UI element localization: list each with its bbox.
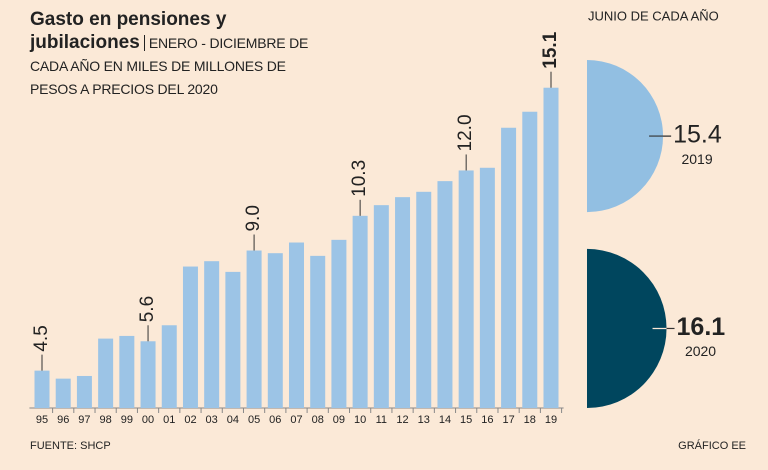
bar xyxy=(76,375,92,408)
category-label: 2020 xyxy=(685,343,716,359)
bar xyxy=(331,239,347,408)
x-tick-label: 03 xyxy=(206,414,218,426)
x-tick-label: 09 xyxy=(333,414,345,426)
value-label: 12.0 xyxy=(455,114,476,151)
x-tick-label: 97 xyxy=(78,414,90,426)
bar xyxy=(204,261,220,408)
bar xyxy=(140,341,156,408)
x-tick-label: 96 xyxy=(57,414,69,426)
bar xyxy=(161,325,177,408)
bar xyxy=(289,242,304,408)
x-tick-label: 02 xyxy=(184,414,196,426)
bar xyxy=(182,266,198,408)
value-label: 15.4 xyxy=(673,121,722,149)
x-tick-label: 13 xyxy=(418,414,430,426)
semicircle xyxy=(587,60,664,213)
chart-title: Gasto en pensiones y jubilaciones xyxy=(30,9,227,53)
x-tick-label: 11 xyxy=(376,414,387,426)
bar xyxy=(458,170,474,408)
bar xyxy=(479,167,495,408)
credit: GRÁFICO EE xyxy=(678,439,746,452)
x-tick-label: 19 xyxy=(545,414,557,426)
side-title: JUNIO DE CADA AÑO xyxy=(588,8,719,23)
category-label: 2019 xyxy=(681,151,712,167)
bar xyxy=(352,215,368,408)
x-tick-label: 12 xyxy=(396,414,408,426)
value-label: 15.1 xyxy=(540,31,561,68)
x-tick-label: 95 xyxy=(36,414,48,426)
x-tick-label: 14 xyxy=(439,414,451,426)
x-tick-label: 07 xyxy=(290,414,302,426)
value-label: 16.1 xyxy=(677,313,726,341)
header: Gasto en pensiones y jubilaciones ENERO -… xyxy=(30,9,330,101)
x-tick-label: 18 xyxy=(524,414,536,426)
x-tick-label: 99 xyxy=(121,414,133,426)
bar xyxy=(543,87,559,409)
x-tick-label: 98 xyxy=(100,414,112,426)
bar xyxy=(267,253,283,408)
x-tick-label: 04 xyxy=(227,414,239,426)
bar xyxy=(310,255,326,408)
x-tick-label: 06 xyxy=(269,414,281,426)
x-tick-label: 08 xyxy=(312,414,324,426)
bar xyxy=(437,181,453,408)
x-tick-label: 01 xyxy=(163,414,175,426)
x-tick-label: 17 xyxy=(502,414,514,426)
x-tick-label: 10 xyxy=(354,414,366,426)
bar xyxy=(55,378,71,408)
bar xyxy=(225,271,241,408)
bar xyxy=(98,338,114,408)
chart-subtitle: ENERO - DICIEMBRE DE CADA AÑO EN MILES D… xyxy=(30,35,309,97)
bar xyxy=(119,335,135,408)
x-tick-label: 05 xyxy=(248,414,260,426)
bar xyxy=(416,191,432,408)
x-tick-label: 00 xyxy=(142,414,154,426)
semicircle xyxy=(587,248,667,408)
bar xyxy=(34,370,50,408)
x-tick-label: 15 xyxy=(460,414,472,426)
bar xyxy=(373,205,389,408)
value-label: 9.0 xyxy=(243,205,264,231)
value-label: 5.6 xyxy=(137,296,158,322)
bar xyxy=(501,127,517,408)
x-tick-label: 16 xyxy=(481,414,493,426)
value-label: 10.3 xyxy=(349,160,370,197)
bar xyxy=(522,111,538,408)
source: FUENTE: SHCP xyxy=(30,440,111,452)
value-label: 4.5 xyxy=(31,325,52,351)
bar xyxy=(246,250,262,408)
bar xyxy=(395,197,411,408)
